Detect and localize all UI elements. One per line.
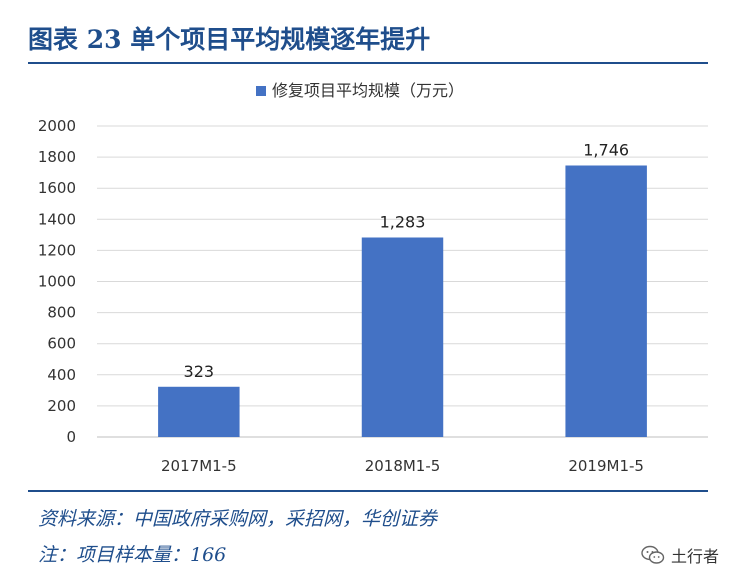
title-rule — [28, 62, 708, 64]
x-axis-ticks: 2017M1-5 2018M1-5 2019M1-5 — [161, 457, 644, 475]
watermark-text: 土行者 — [670, 547, 719, 566]
y-tick-label: 800 — [47, 304, 76, 322]
bar-chart: 修复项目平均规模（万元） 0 200 400 600 800 1000 1200 1400 16… — [38, 81, 708, 475]
data-label: 1,746 — [583, 140, 629, 159]
chart-legend: 修复项目平均规模（万元） — [256, 81, 464, 100]
y-tick-label: 2000 — [38, 117, 76, 135]
figure-title: 图表 23 单个项目平均规模逐年提升 — [28, 25, 431, 54]
y-tick-label: 1800 — [38, 148, 76, 166]
y-tick-label: 1000 — [38, 273, 76, 291]
y-tick-label: 1400 — [38, 210, 76, 228]
x-tick-label: 2019M1-5 — [568, 457, 644, 475]
watermark: 土行者 — [641, 543, 719, 567]
y-tick-label: 0 — [66, 428, 76, 446]
x-tick-label: 2018M1-5 — [365, 457, 441, 475]
y-axis-ticks: 0 200 400 600 800 1000 1200 1400 1600 1800 2000 — [38, 117, 76, 446]
data-labels: 323 1,283 1,746 — [184, 140, 630, 380]
bar-2019M1-5 — [565, 165, 647, 437]
sample-note: 注：项目样本量：166 — [38, 544, 227, 566]
legend-label: 修复项目平均规模（万元） — [272, 81, 464, 100]
y-tick-label: 200 — [47, 397, 76, 415]
bar-2017M1-5 — [158, 386, 240, 437]
bar-2018M1-5 — [361, 237, 444, 437]
legend-swatch — [256, 86, 266, 96]
y-tick-label: 600 — [47, 335, 76, 353]
footer-rule — [28, 490, 708, 492]
data-label: 1,283 — [380, 212, 426, 231]
wechat-icon — [641, 545, 665, 564]
x-tick-label: 2017M1-5 — [161, 457, 237, 475]
source-note: 资料来源：中国政府采购网，采招网，华创证券 — [38, 508, 438, 530]
bar-series — [158, 165, 647, 437]
y-tick-label: 1600 — [38, 179, 76, 197]
y-tick-label: 400 — [47, 366, 76, 384]
y-tick-label: 1200 — [38, 241, 76, 259]
data-label: 323 — [184, 362, 215, 381]
